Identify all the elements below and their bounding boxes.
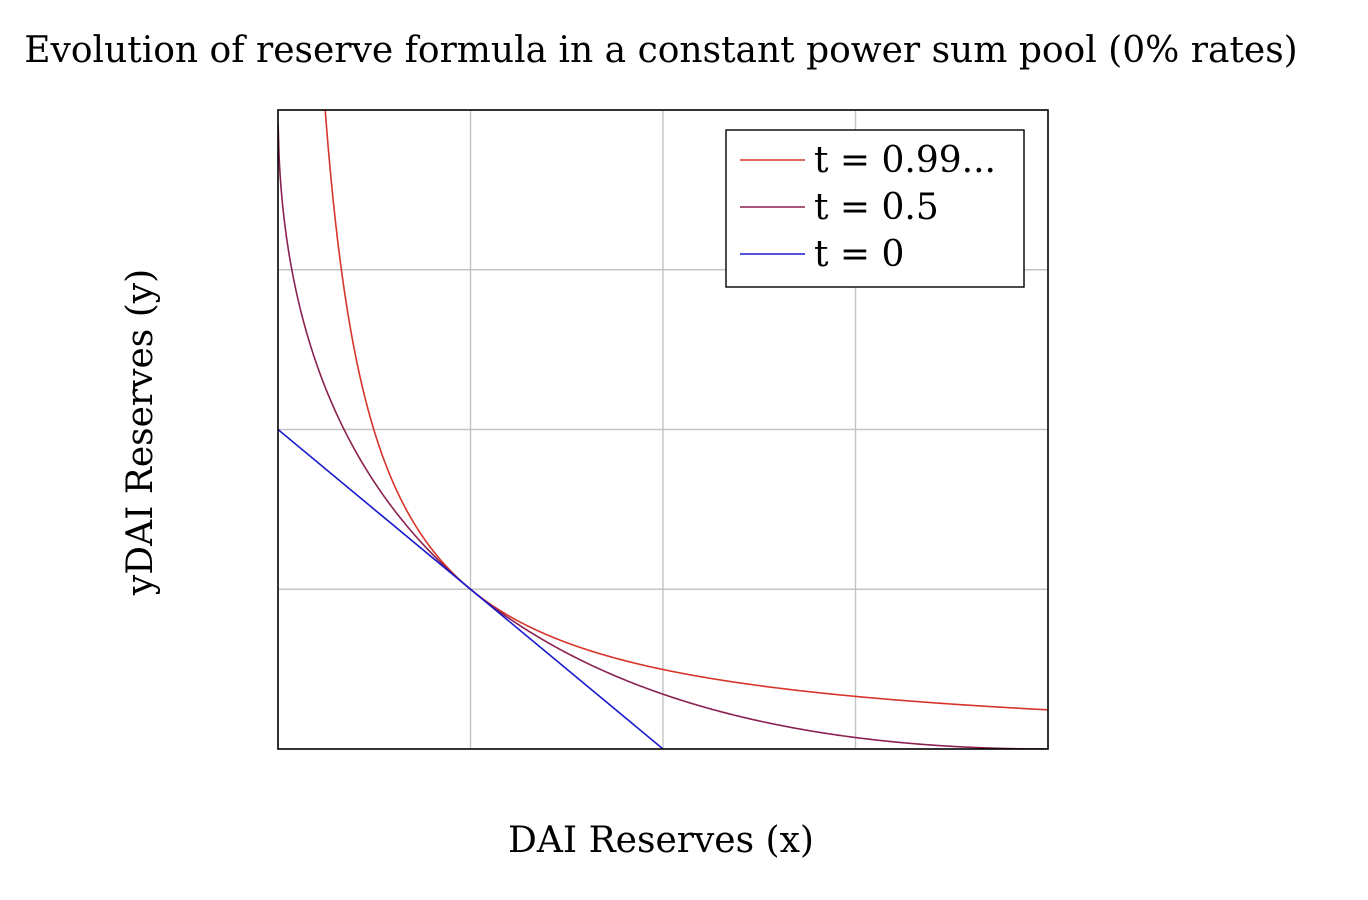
series-line-1 [278,124,1048,749]
legend: t = 0.99... t = 0.5 t = 0 [725,129,1025,288]
legend-entry-0: t = 0.99... [814,140,996,181]
x-axis-label: DAI Reserves (x) [508,820,814,861]
plot-frame [277,109,1049,750]
y-axis-label: yDAI Reserves (y) [120,269,161,596]
plot-lines [278,110,1048,749]
legend-entry-1: t = 0.5 [814,187,939,228]
series-line-2 [278,428,664,749]
legend-entry-2: t = 0 [814,234,904,275]
legend-box [725,129,1025,288]
series-line-0 [324,110,1048,711]
chart-title: Evolution of reserve formula in a consta… [24,30,1297,71]
